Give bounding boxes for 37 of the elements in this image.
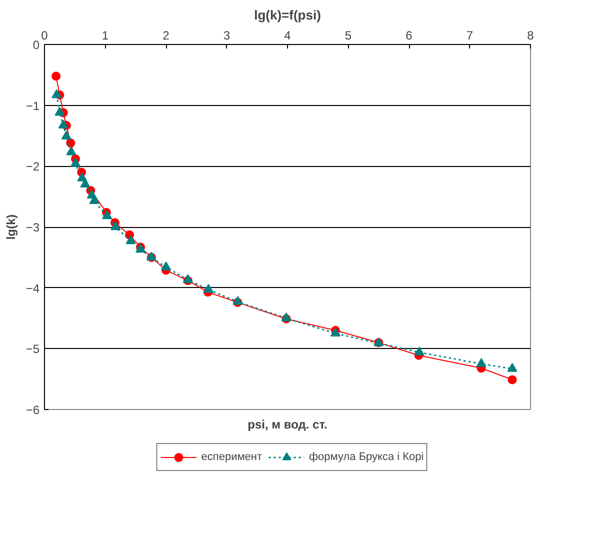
point xyxy=(126,235,136,244)
legend-label: есперимент xyxy=(201,451,262,463)
chart-title: lg(k)=f(psi) xyxy=(254,8,321,22)
point xyxy=(52,72,61,81)
point xyxy=(61,130,72,140)
x-tick-label: 5 xyxy=(344,28,352,42)
point xyxy=(102,210,112,220)
x-tick-label: 3 xyxy=(223,28,230,42)
point xyxy=(54,106,65,116)
point xyxy=(66,146,76,156)
y-tick-label: 0 xyxy=(32,38,40,52)
x-tick-label: 0 xyxy=(41,28,48,42)
legend-label: формула Брукса і Корі xyxy=(309,451,424,463)
x-tick-label: 6 xyxy=(406,28,413,42)
y-tick-label: −2 xyxy=(26,160,40,174)
point xyxy=(70,158,80,167)
y-axis-title: lg(k) xyxy=(4,214,18,240)
point xyxy=(507,363,518,372)
y-tick-label: −6 xyxy=(26,403,40,417)
x-tick-label: 8 xyxy=(527,28,534,42)
point xyxy=(58,120,68,129)
point xyxy=(414,346,424,356)
y-tick-label: −4 xyxy=(26,281,40,296)
point xyxy=(204,284,214,293)
y-tick-label: −3 xyxy=(26,220,40,234)
point xyxy=(161,261,171,270)
point xyxy=(110,221,121,230)
x-tick-label: 7 xyxy=(466,28,474,42)
point xyxy=(52,89,62,98)
x-tick-label: 1 xyxy=(102,28,109,42)
x-tick-label: 4 xyxy=(284,28,292,42)
x-tick-label: 2 xyxy=(162,28,170,42)
point xyxy=(508,375,517,384)
y-tick-label: −5 xyxy=(26,342,40,356)
point xyxy=(476,358,486,367)
y-tick-label: −1 xyxy=(26,98,40,113)
x-axis-title: psi, м вод. ст. xyxy=(248,418,328,432)
